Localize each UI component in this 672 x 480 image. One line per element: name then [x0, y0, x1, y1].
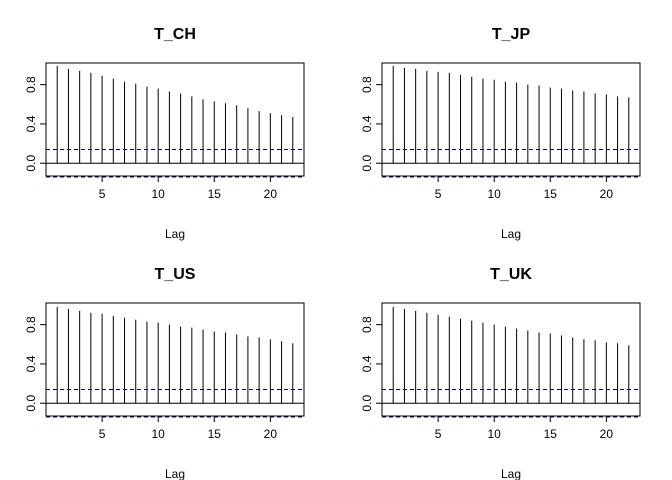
panel-title: T_CH	[154, 26, 196, 43]
x-tick-label: 15	[544, 427, 558, 441]
x-axis-label: Lag	[501, 467, 521, 480]
x-tick-label: 5	[435, 187, 442, 201]
x-tick-label: 10	[487, 427, 501, 441]
y-tick-label: 0.0	[360, 395, 374, 412]
x-tick-label: 15	[208, 427, 222, 441]
y-tick-label: 0.0	[24, 395, 38, 412]
y-tick-label: 0.4	[360, 355, 374, 372]
panel-title: T_JP	[492, 26, 531, 43]
plot-frame	[45, 62, 305, 177]
x-axis-label: Lag	[165, 467, 185, 480]
x-tick-label: 5	[99, 187, 106, 201]
x-tick-label: 10	[151, 187, 165, 201]
x-tick-label: 15	[544, 187, 558, 201]
y-tick-label: 0.4	[360, 115, 374, 132]
y-tick-label: 0.8	[24, 76, 38, 93]
x-tick-label: 10	[487, 187, 501, 201]
panel-title: T_UK	[490, 266, 532, 283]
x-tick-label: 20	[600, 427, 614, 441]
x-tick-label: 20	[264, 187, 278, 201]
x-tick-label: 15	[208, 187, 222, 201]
y-tick-label: 0.8	[360, 316, 374, 333]
panel-title: T_US	[155, 266, 196, 283]
x-axis-label: Lag	[501, 227, 521, 241]
x-axis-label: Lag	[165, 227, 185, 241]
y-tick-label: 0.4	[24, 115, 38, 132]
x-tick-label: 5	[99, 427, 106, 441]
x-tick-label: 20	[264, 427, 278, 441]
y-tick-label: 0.4	[24, 355, 38, 372]
plot-region: 5 10 15 20 0.0 0.4 0.8	[360, 62, 641, 201]
plot-frame	[381, 302, 641, 417]
plot-frame	[45, 302, 305, 417]
acf-panel-t-jp: T_JP Lag 5 10 15 20 0.0 0.4 0.8	[360, 26, 641, 241]
x-tick-label: 20	[600, 187, 614, 201]
plot-frame	[381, 62, 641, 177]
acf-panel-t-uk: T_UK Lag 5 10 15 20 0.0 0.4 0.8	[360, 266, 641, 480]
plot-region: 5 10 15 20 0.0 0.4 0.8	[24, 302, 305, 441]
y-tick-label: 0.0	[24, 155, 38, 172]
x-tick-label: 5	[435, 427, 442, 441]
plot-region: 5 10 15 20 0.0 0.4 0.8	[360, 302, 641, 441]
plot-region: 5 10 15 20 0.0 0.4 0.8	[24, 62, 305, 201]
y-tick-label: 0.8	[24, 316, 38, 333]
y-tick-label: 0.8	[360, 76, 374, 93]
acf-panel-t-ch: T_CH Lag 5 10 15 20 0.0 0.4 0.8	[24, 26, 305, 241]
y-tick-label: 0.0	[360, 155, 374, 172]
x-tick-label: 10	[151, 427, 165, 441]
acf-panel-t-us: T_US Lag 5 10 15 20 0.0 0.4 0.8	[24, 266, 305, 480]
